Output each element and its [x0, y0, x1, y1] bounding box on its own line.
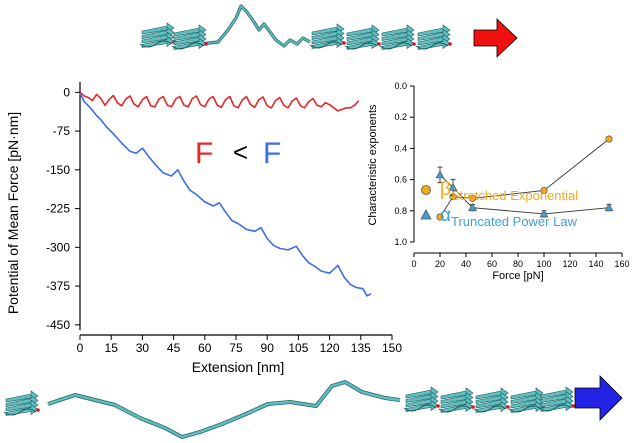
legend-alpha-marker — [420, 209, 432, 220]
protein-domain-icon — [171, 24, 208, 50]
y-tick-label: -375 — [46, 279, 70, 293]
x-tick-label: 75 — [229, 341, 243, 355]
x-tick-label: 30 — [136, 341, 150, 355]
exponents-scatter-chart: 0 20 40 60 80 100 120 140 1600.00.20.40.60.81.0 … — [367, 81, 630, 282]
blue-pmf-series-line — [79, 93, 372, 297]
red-pmf-series-line — [79, 91, 360, 112]
y-tick-label: -225 — [46, 202, 70, 216]
legend-beta-label: βStretched Exponential — [440, 179, 578, 203]
alpha-data-point — [448, 182, 458, 191]
inset-x-tick-label: 0 — [411, 259, 416, 269]
beta-data-point — [605, 135, 613, 143]
protein-domain-icon — [309, 23, 346, 49]
inset-x-axis-label: Force [pN] — [492, 270, 543, 282]
inset-x-tick-label: 120 — [562, 259, 577, 269]
inset-x-tick-label: 100 — [536, 259, 551, 269]
inset-x-tick-label: 160 — [614, 259, 629, 269]
y-tick-label: -75 — [53, 124, 71, 138]
inset-chart-axes: 0 20 40 60 80 100 120 140 160 0.0 0.2 0.4 0.6 0.8 1.0 — [394, 81, 629, 269]
inset-y-axis-label: Characteristic exponents — [367, 104, 379, 226]
inset-x-tick-label: 20 — [435, 259, 445, 269]
protein-domain-icon — [473, 387, 510, 413]
inset-chart-series — [435, 135, 614, 221]
beta-data-point — [468, 194, 477, 202]
force-comparison: F < F — [195, 137, 281, 170]
x-tick-label: 45 — [167, 341, 181, 355]
comparison-left-f: F — [195, 137, 213, 170]
x-tick-label: 105 — [288, 341, 308, 355]
protein-domain-icon — [438, 387, 475, 413]
protein-domain-icon — [344, 24, 381, 50]
main-chart-axes: 0 15 30 45 60 75 90 105 120 135 150 0 -75 -150 -225 -30… — [46, 82, 402, 355]
inset-y-tick-label: 0.0 — [394, 81, 407, 91]
protein-domain-icon — [403, 386, 440, 412]
legend-beta-marker — [421, 185, 431, 195]
inset-y-tick-label: 0.8 — [394, 206, 407, 216]
inset-legend: βStretched Exponential αTruncated Power … — [420, 179, 578, 229]
main-chart-series — [79, 91, 372, 297]
x-tick-label: 60 — [198, 341, 212, 355]
x-axis-label: Extension [nm] — [192, 359, 285, 375]
protein-domain-icon — [415, 24, 452, 50]
inset-y-tick-label: 0.4 — [394, 143, 407, 153]
pmf-line-chart: 0 15 30 45 60 75 90 105 120 135 150 0 -75 -150 -225 -30… — [5, 82, 402, 375]
comparison-operator: < — [233, 137, 248, 167]
x-tick-label: 0 — [77, 341, 84, 355]
inset-x-tick-label: 140 — [588, 259, 603, 269]
protein-domain-icon — [3, 390, 40, 416]
x-tick-label: 90 — [261, 341, 275, 355]
folded-protein-chain-icon — [139, 4, 452, 50]
alpha-data-point — [435, 170, 445, 179]
protein-domain-icon — [139, 22, 176, 48]
x-tick-label: 150 — [382, 341, 402, 355]
x-tick-label: 15 — [105, 341, 119, 355]
protein-domain-icon — [379, 24, 416, 50]
blue-arrow-icon — [574, 375, 623, 421]
y-tick-label: -300 — [46, 240, 70, 254]
inset-y-tick-label: 1.0 — [394, 237, 407, 247]
comparison-right-f: F — [263, 137, 281, 170]
protein-domain-icon — [538, 386, 575, 412]
alpha-data-point — [604, 202, 614, 212]
y-axis-label: Potential of Mean Force [pN·nm] — [5, 112, 21, 314]
inset-y-tick-label: 0.6 — [394, 175, 407, 185]
inset-y-tick-label: 0.2 — [394, 112, 407, 122]
red-arrow-icon — [473, 18, 518, 58]
y-tick-label: -150 — [46, 163, 70, 177]
beta-data-point — [436, 213, 444, 221]
legend-alpha-label: αTruncated Power Law — [440, 205, 578, 229]
alpha-data-point — [468, 202, 477, 212]
inset-x-tick-label: 80 — [513, 259, 523, 269]
inset-x-tick-label: 40 — [461, 259, 471, 269]
alpha-data-point — [539, 209, 549, 218]
protein-domain-icon — [508, 387, 545, 413]
y-tick-label: -450 — [46, 318, 70, 332]
beta-series-line — [439, 138, 610, 218]
x-tick-label: 135 — [351, 341, 371, 355]
y-tick-label: 0 — [63, 85, 70, 99]
x-tick-label: 120 — [320, 341, 340, 355]
inset-x-tick-label: 60 — [487, 259, 497, 269]
unfolded-protein-chain-icon — [3, 380, 575, 439]
beta-data-point — [540, 186, 548, 195]
